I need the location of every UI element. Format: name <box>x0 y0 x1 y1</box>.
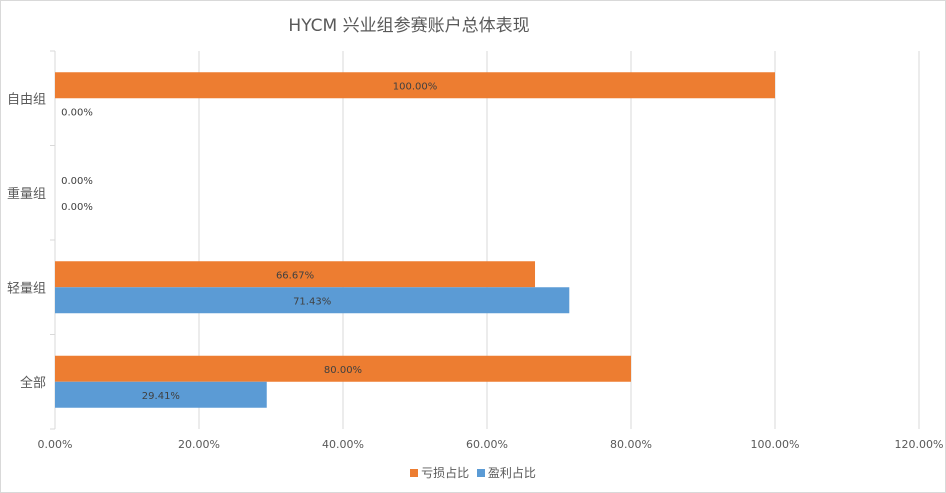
data-label: 100.00% <box>393 81 438 92</box>
data-label: 0.00% <box>61 202 93 213</box>
data-label: 66.67% <box>276 270 314 281</box>
x-tick-label: 20.00% <box>178 438 220 451</box>
bar-loss <box>55 355 631 382</box>
data-label: 0.00% <box>61 107 93 118</box>
data-label: 71.43% <box>293 296 331 307</box>
bar-profit <box>55 381 267 408</box>
x-tick-label: 0.00% <box>38 438 73 451</box>
legend-label-profit: 盈利占比 <box>487 466 536 480</box>
category-label: 轻量组 <box>7 281 46 296</box>
data-label: 29.41% <box>142 391 180 402</box>
category-label: 重量组 <box>7 186 46 202</box>
chart-legend: 亏损占比 盈利占比 <box>1 464 945 481</box>
x-tick-label: 60.00% <box>466 438 508 451</box>
bar-loss <box>55 261 536 288</box>
chart-title: HYCM 兴业组参赛账户总体表现 <box>288 16 530 36</box>
legend-item-loss: 亏损占比 <box>410 464 469 481</box>
legend-label-loss: 亏损占比 <box>421 466 470 480</box>
data-label: 80.00% <box>324 365 362 376</box>
x-tick-label: 100.00% <box>751 438 800 451</box>
x-tick-label: 40.00% <box>322 438 364 451</box>
legend-swatch-profit <box>476 468 485 477</box>
category-label: 全部 <box>20 375 46 391</box>
category-label: 自由组 <box>7 92 46 107</box>
legend-item-profit: 盈利占比 <box>476 464 536 481</box>
legend-swatch-loss <box>410 468 419 477</box>
data-label: 0.00% <box>61 176 93 187</box>
bar-profit <box>55 287 570 314</box>
x-tick-label: 120.00% <box>895 438 944 451</box>
bar-loss <box>55 72 775 99</box>
x-tick-label: 80.00% <box>610 438 652 451</box>
